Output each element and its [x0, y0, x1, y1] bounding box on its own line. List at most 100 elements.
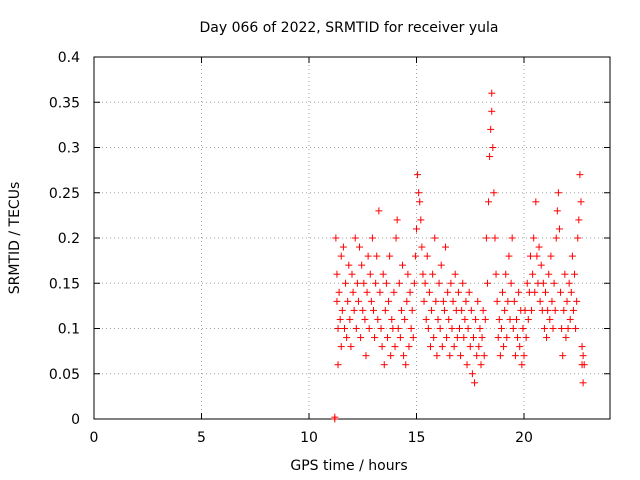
data-point: [388, 315, 396, 323]
data-point: [371, 334, 379, 342]
data-point: [336, 315, 344, 323]
data-point: [413, 225, 420, 233]
data-point: [423, 252, 431, 260]
x-tick-label: 0: [90, 430, 99, 446]
data-point: [379, 270, 387, 278]
data-point: [368, 234, 376, 242]
data-point: [520, 352, 528, 360]
y-axis-label: SRMTID / TECUs: [7, 182, 23, 295]
data-point: [579, 352, 587, 360]
data-point: [543, 334, 551, 342]
data-point: [501, 306, 509, 314]
data-point: [354, 297, 362, 305]
data-point: [461, 315, 469, 323]
data-point: [537, 261, 545, 269]
y-axis: 0 0.05 0.1 0.15 0.2 0.25 0.3 0.35 0.4: [49, 50, 610, 428]
data-point: [345, 261, 353, 269]
data-point: [487, 125, 495, 133]
data-point: [469, 334, 477, 342]
data-point: [425, 288, 433, 296]
data-point: [335, 288, 343, 296]
data-point: [526, 252, 534, 260]
y-tick-label: 0.05: [49, 367, 80, 383]
data-point: [334, 361, 342, 369]
data-point: [372, 279, 380, 287]
data-point: [510, 297, 518, 305]
data-point: [410, 279, 418, 287]
data-point: [503, 334, 511, 342]
data-point: [343, 334, 351, 342]
data-point: [364, 252, 372, 260]
x-tick-label: 10: [300, 430, 318, 446]
data-point: [395, 279, 403, 287]
data-point: [552, 234, 560, 242]
data-point: [422, 315, 430, 323]
data-point: [460, 334, 468, 342]
data-point: [509, 325, 517, 332]
data-point: [367, 297, 375, 305]
data-point: [490, 189, 498, 197]
data-point: [554, 189, 562, 197]
data-point: [496, 352, 504, 360]
data-point: [433, 352, 441, 360]
data-point: [458, 306, 466, 314]
y-tick-label: 0.15: [49, 276, 80, 292]
data-point: [507, 279, 515, 287]
data-point: [414, 171, 422, 179]
data-point: [578, 343, 586, 351]
data-point: [377, 325, 385, 332]
data-point: [332, 234, 340, 242]
data-point: [402, 361, 410, 369]
data-point: [417, 216, 425, 224]
data-point: [380, 361, 388, 369]
data-point: [444, 288, 452, 296]
data-point: [488, 107, 496, 115]
data-point: [407, 325, 415, 332]
data-point: [438, 343, 446, 351]
data-point: [467, 306, 475, 314]
data-point: [342, 279, 350, 287]
data-point: [580, 361, 588, 369]
data-point: [566, 315, 574, 323]
data-point: [346, 315, 354, 323]
data-point: [518, 361, 526, 369]
data-point: [411, 252, 419, 260]
data-point: [553, 207, 561, 215]
y-tick-label: 0.1: [58, 322, 80, 338]
data-point: [535, 243, 543, 251]
data-point: [569, 306, 577, 314]
data-point: [473, 352, 481, 360]
data-point: [571, 270, 579, 278]
data-point: [572, 325, 580, 332]
chart-title: Day 066 of 2022, SRMTID for receiver yul…: [199, 20, 498, 36]
data-point: [561, 270, 569, 278]
data-point: [334, 325, 342, 332]
data-point: [443, 334, 451, 342]
data-point: [465, 288, 473, 296]
data-point: [480, 352, 488, 360]
x-axis: 0 5 10 15 20: [90, 57, 533, 446]
data-point: [451, 270, 459, 278]
data-point: [533, 252, 541, 260]
data-point: [558, 325, 566, 332]
data-point: [361, 315, 369, 323]
data-point: [393, 216, 401, 224]
data-point: [530, 234, 538, 242]
data-point: [337, 343, 345, 351]
data-point: [544, 306, 552, 314]
data-point: [497, 325, 505, 332]
data-point: [436, 325, 444, 332]
data-point: [522, 334, 530, 342]
data-point: [428, 306, 436, 314]
data-point: [574, 234, 582, 242]
data-point: [347, 343, 355, 351]
data-point: [549, 325, 557, 332]
data-point: [363, 288, 371, 296]
data-point: [445, 315, 453, 323]
data-point: [523, 279, 531, 287]
data-point: [506, 315, 514, 323]
data-point: [555, 225, 563, 233]
data-point: [494, 334, 502, 342]
data-point: [464, 325, 472, 332]
data-point: [516, 343, 524, 351]
